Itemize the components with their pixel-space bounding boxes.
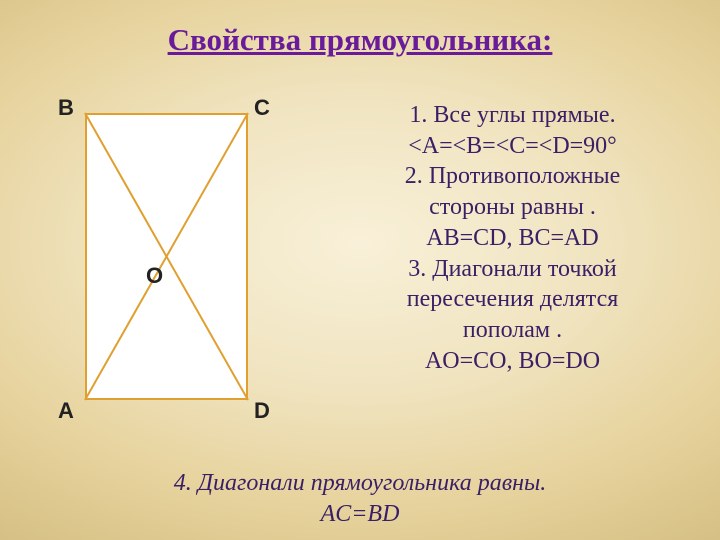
prop-line: AB=CD, BC=AD [320, 223, 705, 254]
prop-line: 2. Противоположные [320, 161, 705, 192]
prop-line: AO=CO, BO=DO [320, 346, 705, 377]
vertex-label-c: C [254, 95, 270, 121]
prop4-line: AC=BD [0, 499, 720, 530]
vertex-label-o: O [146, 263, 163, 289]
prop4-line: 4. Диагонали прямоугольника равны. [0, 468, 720, 499]
prop-line: пересечения делятся [320, 284, 705, 315]
prop-line: стороны равны . [320, 192, 705, 223]
prop-line: пополам . [320, 315, 705, 346]
vertex-label-a: A [58, 398, 74, 424]
prop-line: 3. Диагонали точкой [320, 254, 705, 285]
vertex-label-b: B [58, 95, 74, 121]
prop-line: 1. Все углы прямые. [320, 100, 705, 131]
vertex-label-d: D [254, 398, 270, 424]
prop-line: <A=<B=<C=<D=90° [320, 131, 705, 162]
properties-list: 1. Все углы прямые. <A=<B=<C=<D=90° 2. П… [320, 100, 705, 376]
property-4: 4. Диагонали прямоугольника равны. AC=BD [0, 468, 720, 529]
